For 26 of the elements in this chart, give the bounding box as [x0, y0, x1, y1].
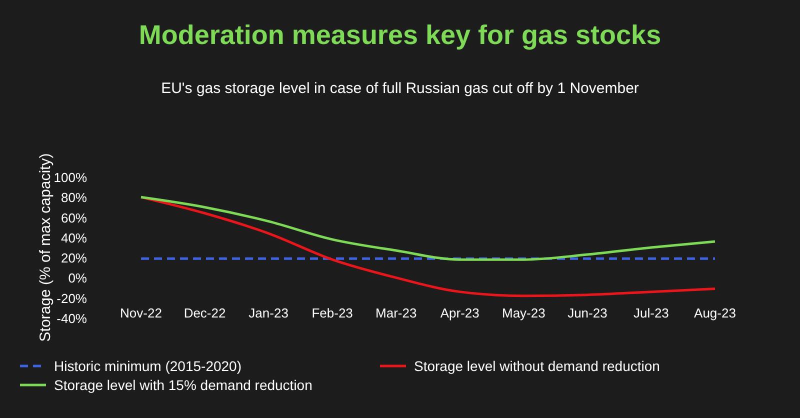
- legend-label: Historic minimum (2015-2020): [54, 358, 242, 374]
- x-tick-label: Aug-23: [694, 306, 736, 321]
- y-tick-label: 80%: [60, 190, 88, 206]
- legend-label: Storage level with 15% demand reduction: [54, 377, 312, 393]
- line-series: [140, 196, 716, 298]
- legend-label: Storage level without demand reduction: [414, 358, 660, 374]
- x-tick-label: Mar-23: [376, 306, 417, 321]
- x-tick-label: Apr-23: [440, 306, 480, 321]
- y-tick-label: -20%: [56, 290, 88, 306]
- x-tick-label: Dec-22: [184, 306, 226, 321]
- x-tick-label: Feb-23: [312, 306, 353, 321]
- y-tick-label: 60%: [60, 210, 88, 226]
- y-tick-label: 20%: [60, 250, 88, 266]
- x-tick-label: May-23: [502, 306, 546, 321]
- chart-title: Moderation measures key for gas stocks: [138, 20, 662, 50]
- x-tick-label: Jan-23: [248, 306, 288, 321]
- y-tick-label: 40%: [60, 230, 88, 246]
- y-tick-label: 0%: [68, 270, 88, 286]
- y-tick-label: 100%: [54, 170, 88, 185]
- line-series: [140, 196, 716, 261]
- x-tick-label: Jul-23: [634, 306, 669, 321]
- x-tick-label: Jun-23: [568, 306, 608, 321]
- y-tick-label: -40%: [56, 311, 88, 326]
- chart-subtitle: EU's gas storage level in case of full Russian gas cut off by 1 November: [161, 80, 639, 97]
- x-tick-label: Nov-22: [120, 306, 162, 321]
- y-axis-title: Storage (% of max capacity): [37, 153, 54, 342]
